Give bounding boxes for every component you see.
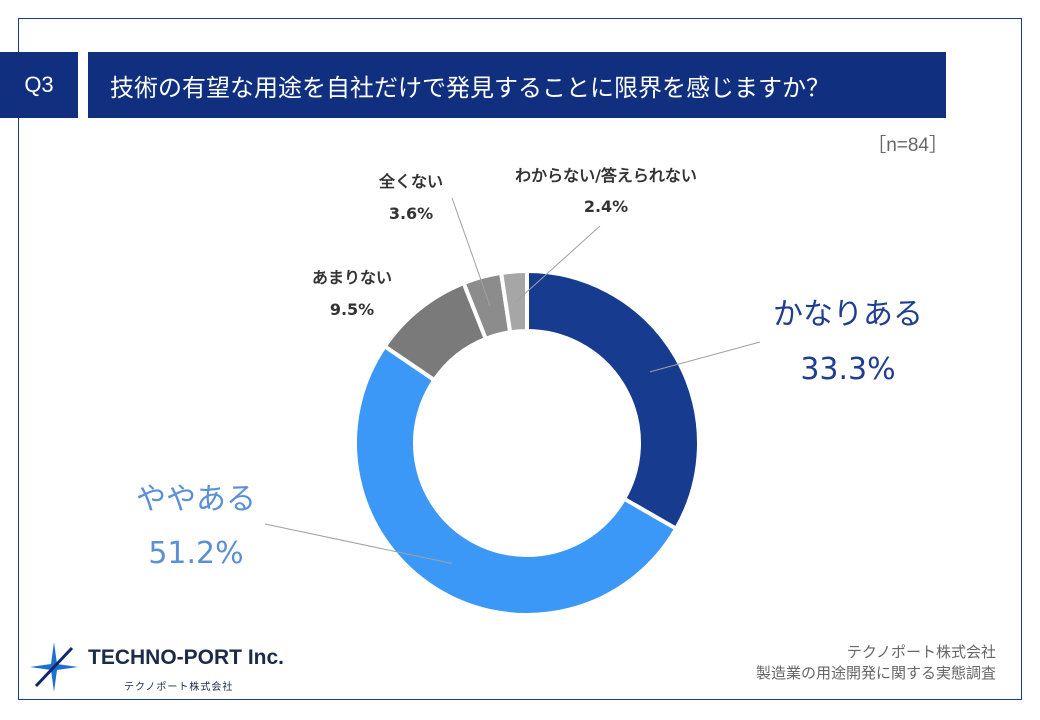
slice-value-label-4: 2.4% — [584, 197, 628, 216]
logo-wordmark-text: TECHNO-PORT — [88, 646, 242, 669]
company-logo: TECHNO-PORT Inc. テクノポート株式会社 — [28, 640, 288, 694]
donut-slice-0 — [525, 268, 701, 532]
leader-line-4 — [515, 225, 601, 302]
logo-subtitle: テクノポート株式会社 — [124, 682, 234, 693]
slice-value-label-1: 51.2% — [148, 536, 243, 571]
donut-slice-1 — [353, 343, 679, 617]
leader-lines — [264, 197, 761, 564]
compass-star-icon — [30, 642, 78, 692]
slice-value-label-0: 33.3% — [800, 352, 895, 387]
slice-value-label-3: 3.6% — [389, 204, 433, 223]
sample-size: ［n=84］ — [867, 135, 948, 156]
slice-category-label-0: かなりある — [773, 297, 923, 332]
source-company: テクノポート株式会社 — [846, 643, 996, 661]
slice-value-label-2: 9.5% — [330, 300, 374, 319]
chart-frame — [18, 18, 1022, 700]
donut-slices — [353, 268, 701, 617]
logo-wordmark: TECHNO-PORT Inc. — [88, 646, 284, 670]
slice-category-label-3: 全くない — [378, 172, 443, 191]
slice-category-label-4: わからない/答えられない — [515, 166, 697, 185]
slice-category-label-1: ややある — [136, 482, 256, 517]
donut-slice-4 — [498, 268, 529, 335]
question-badge: Q3 — [0, 52, 78, 118]
slice-category-label-2: あまりない — [312, 268, 392, 287]
question-title: 技術の有望な用途を自社だけで発見することに限界を感じますか？ — [88, 52, 946, 118]
logo-wordmark-inc: Inc. — [247, 646, 285, 669]
leader-line-3 — [451, 197, 491, 307]
leader-line-1 — [264, 523, 452, 564]
slice-labels: かなりある 33.3% ややある 51.2% あまりない 9.5% 全くない 3.6% わからな… — [136, 166, 923, 571]
source-note: テクノポート株式会社 製造業の用途開発に関する実態調査 — [756, 642, 996, 684]
source-survey: 製造業の用途開発に関する実態調査 — [755, 664, 996, 682]
leader-line-0 — [649, 341, 761, 373]
